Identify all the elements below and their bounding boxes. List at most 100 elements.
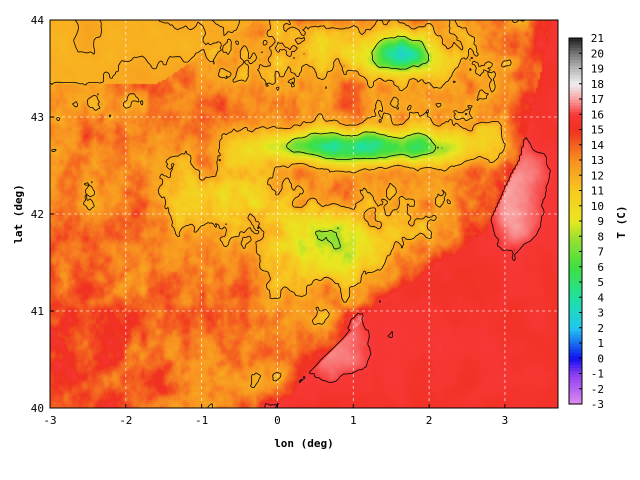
colorbar-segment [569, 135, 582, 140]
colorbar-segment [569, 321, 582, 326]
x-tick-label: 3 [502, 414, 509, 427]
colorbar-segment [569, 394, 582, 399]
colorbar-segment [569, 285, 582, 289]
colorbar-label: T (C) [615, 205, 628, 238]
colorbar-segment [569, 251, 582, 256]
colorbar-segment [569, 230, 582, 234]
colorbar-segment [569, 221, 582, 225]
colorbar-tick-label: 5 [597, 276, 604, 289]
contour-path [49, 19, 551, 409]
colorbar-segment [569, 315, 582, 320]
colorbar-segment [569, 400, 582, 405]
x-tick-label: 2 [426, 414, 433, 427]
colorbar-segment [569, 38, 582, 42]
colorbar-segment [569, 144, 582, 149]
colorbar-segment [569, 358, 582, 362]
colorbar-segment [569, 141, 582, 146]
colorbar-segment [569, 126, 582, 131]
colorbar-segment [569, 59, 582, 63]
colorbar-segment [569, 327, 582, 332]
colorbar-segment [569, 367, 582, 372]
x-tick-label: -1 [195, 414, 208, 427]
colorbar-tick-label: 14 [591, 139, 605, 152]
colorbar-segment [569, 172, 582, 176]
colorbar-segment [569, 272, 582, 277]
x-tick-label: -2 [119, 414, 132, 427]
colorbar-segment [569, 86, 582, 91]
colorbar-tick-label: -1 [591, 368, 604, 381]
colorbar-segment [569, 156, 582, 161]
colorbar-tick-label: 9 [597, 215, 604, 228]
colorbar-tick-label: 11 [591, 185, 604, 198]
colorbar-tick-label: 8 [597, 230, 604, 243]
colorbar-segment [569, 242, 582, 246]
colorbar-segment [569, 233, 582, 237]
colorbar-segment [569, 254, 582, 259]
colorbar-segment [569, 193, 582, 198]
colorbar-segment [569, 269, 582, 274]
colorbar-tick-label: 16 [591, 108, 604, 121]
colorbar-segment [569, 138, 582, 143]
colorbar-segment [569, 248, 582, 253]
colorbar-segment [569, 349, 582, 353]
colorbar-segment [569, 397, 582, 402]
colorbar-segment [569, 257, 582, 262]
colorbar-segment [569, 370, 582, 375]
colorbar-segment [569, 300, 582, 304]
colorbar-segment [569, 95, 582, 100]
x-axis-label: lon (deg) [274, 437, 334, 450]
colorbar-tick-label: 4 [597, 291, 604, 304]
contour-lines [49, 19, 551, 409]
colorbar-segment [569, 129, 582, 134]
colorbar-segment [569, 385, 582, 390]
x-tick-label: 0 [274, 414, 281, 427]
colorbar-segment [569, 178, 582, 182]
colorbar-segment [569, 294, 582, 298]
colorbar-segment [569, 117, 582, 121]
colorbar-segment [569, 373, 582, 378]
colorbar-tick-label: 2 [597, 322, 604, 335]
colorbar-segment [569, 47, 582, 51]
colorbar-segment [569, 379, 582, 384]
colorbar-segment [569, 56, 582, 60]
colorbar-segment [569, 71, 582, 76]
y-tick-label: 43 [31, 111, 44, 124]
y-tick-label: 40 [31, 402, 44, 415]
colorbar-segment [569, 202, 582, 207]
colorbar-segment [569, 278, 582, 283]
colorbar-segment [569, 184, 582, 189]
colorbar-segment [569, 166, 582, 170]
y-tick-label: 42 [31, 208, 44, 221]
colorbar-tick-label: 3 [597, 307, 604, 320]
colorbar-tick-label: -2 [591, 383, 604, 396]
colorbar-segment [569, 147, 582, 152]
colorbar-segment [569, 50, 582, 54]
y-tick-label: 44 [31, 14, 45, 27]
colorbar-segment [569, 205, 582, 210]
colorbar-segment [569, 114, 582, 118]
colorbar-segment [569, 41, 582, 45]
colorbar-segment [569, 275, 582, 280]
colorbar-segment [569, 211, 582, 216]
colorbar-segment [569, 181, 582, 185]
colorbar-segment [569, 324, 582, 329]
x-axis: -3 -2 -1 0 1 2 3 [43, 404, 508, 427]
y-tick-label: 41 [31, 305, 44, 318]
colorbar-segment [569, 288, 582, 292]
colorbar-segment [569, 199, 582, 204]
colorbar-segment [569, 102, 582, 106]
colorbar-segment [569, 44, 582, 48]
colorbar-segment [569, 68, 582, 73]
colorbar-segment [569, 376, 582, 381]
colorbar-segment [569, 123, 582, 128]
colorbar-tick-label: 21 [591, 32, 604, 45]
y-axis: 40 41 42 43 44 [31, 14, 54, 415]
colorbar-segment [569, 260, 582, 265]
colorbar-segment [569, 227, 582, 231]
colorbar-segment [569, 196, 582, 201]
colorbar-segment [569, 153, 582, 158]
colorbar-segment [569, 83, 582, 88]
colorbar-segment [569, 92, 582, 97]
colorbar-segment [569, 150, 582, 155]
